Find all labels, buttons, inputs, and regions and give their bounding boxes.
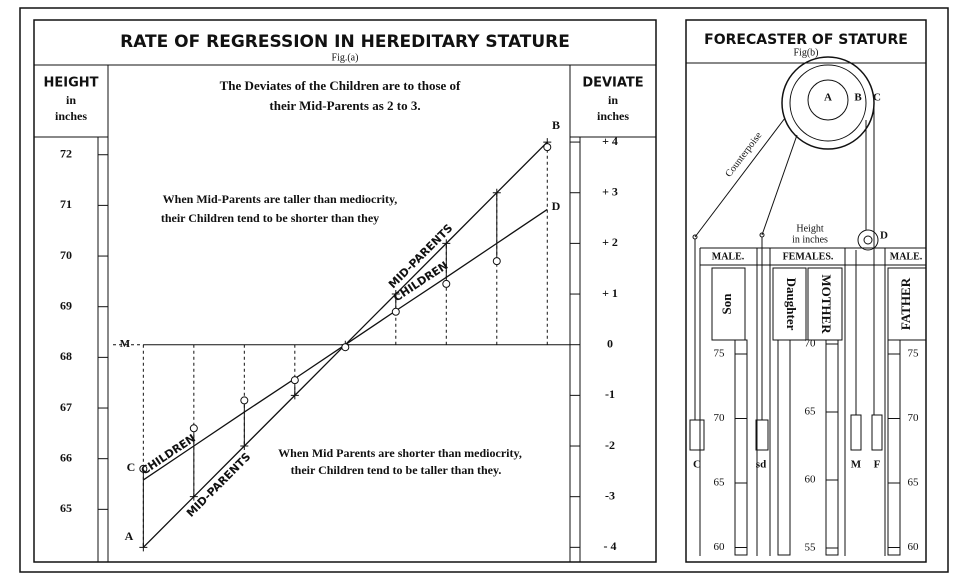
scale-label: 60 [714, 541, 726, 553]
y2-tick-label: + 3 [602, 184, 618, 198]
frame [19, 7, 949, 573]
y-tick-label: 69 [60, 298, 72, 312]
y2-tick-label: -3 [605, 488, 615, 502]
scale-name: Son [719, 293, 734, 315]
scale-label: 70 [714, 412, 726, 424]
y-tick-label: 71 [60, 197, 72, 211]
panel-subtitle: Fig(b) [794, 47, 819, 58]
point-label: C [127, 460, 136, 474]
observed-point [391, 307, 400, 316]
cross-marker [240, 442, 249, 451]
slider-label: M [851, 459, 862, 471]
observed-point [442, 279, 451, 288]
cross-marker [189, 492, 198, 501]
y2-tick-label: -2 [605, 438, 615, 452]
observed-point [492, 257, 501, 266]
point-label: A [125, 529, 134, 543]
scale-label: 55 [805, 542, 817, 554]
y-tick-label: 65 [60, 501, 72, 515]
y-axis-title: in [66, 93, 76, 107]
chart-subtitle: Fig.(a) [332, 52, 359, 63]
y2-axis-title: inches [597, 109, 629, 123]
height-label: Height [796, 223, 823, 234]
y-tick-label: 67 [60, 400, 72, 414]
column-head: FEMALES. [783, 251, 834, 262]
y-tick-label: 72 [60, 146, 72, 160]
annotation: The Deviates of the Children are to thos… [220, 78, 461, 93]
panel-a [33, 19, 657, 563]
scale-name: Daughter [784, 278, 799, 331]
scale-name: FATHER [898, 277, 913, 330]
line-label: CHILDREN [139, 432, 198, 478]
panel-title: FORECASTER OF STATURE [704, 32, 908, 48]
y-axis-title: inches [55, 109, 87, 123]
observed-point [240, 396, 249, 405]
cross-marker [391, 290, 400, 299]
cross-marker [492, 188, 501, 197]
chart-title: RATE OF REGRESSION IN HEREDITARY STATURE [120, 32, 570, 52]
reference-label: M [120, 338, 131, 350]
scale-label: 65 [908, 477, 920, 489]
pulley-label: C [873, 92, 881, 104]
y2-tick-label: + 2 [602, 235, 618, 249]
scale-label: 70 [805, 338, 817, 350]
annotation: When Mid-Parents are taller than mediocr… [163, 192, 398, 206]
scale-label: 75 [908, 348, 920, 360]
cross-marker [290, 391, 299, 400]
panel-b [685, 19, 927, 563]
scale-label: 60 [805, 474, 817, 486]
y-tick-label: 70 [60, 248, 72, 262]
y2-tick-label: - 4 [604, 539, 617, 553]
observed-point [543, 143, 552, 152]
point-label: B [552, 118, 560, 132]
annotation: When Mid Parents are shorter than medioc… [278, 446, 522, 460]
scale-label: 75 [714, 348, 726, 360]
column-head: MALE. [712, 251, 745, 262]
slider-label: F [874, 459, 881, 471]
scale-name: MOTHER [819, 274, 834, 334]
observed-point [139, 464, 148, 473]
pulley-label: D [880, 230, 888, 242]
observed-point [341, 343, 350, 352]
annotation: their Mid-Parents as 2 to 3. [269, 98, 420, 113]
scale-label: 70 [908, 412, 920, 424]
y-tick-label: 66 [60, 450, 72, 464]
annotation: their Children tend to be shorter than t… [161, 211, 379, 225]
cross-marker [139, 543, 148, 552]
slider-label: C [693, 459, 701, 471]
point-label: D [552, 199, 561, 213]
pulley-label: A [824, 92, 832, 104]
y2-axis-title: in [608, 93, 618, 107]
height-label: in inches [792, 234, 828, 245]
y2-tick-label: -1 [605, 387, 615, 401]
y2-tick-label: 0 [607, 336, 613, 350]
y2-axis-title: DEVIATE [582, 76, 643, 91]
cross-marker [442, 239, 451, 248]
scale-label: 65 [805, 406, 817, 418]
slider-label: sd [756, 459, 766, 471]
y2-tick-label: + 4 [602, 134, 618, 148]
y-axis-title: HEIGHT [43, 76, 98, 91]
line-label: MID-PARENTS [184, 450, 253, 520]
scale-label: 65 [714, 477, 726, 489]
column-head: MALE. [890, 251, 923, 262]
pulley-label: B [854, 92, 862, 104]
observed-point [290, 376, 299, 385]
observed-point [189, 424, 198, 433]
annotation: their Children tend to be taller than th… [291, 463, 502, 477]
y2-tick-label: + 1 [602, 286, 618, 300]
scale-label: 60 [908, 541, 920, 553]
y-tick-label: 68 [60, 349, 72, 363]
